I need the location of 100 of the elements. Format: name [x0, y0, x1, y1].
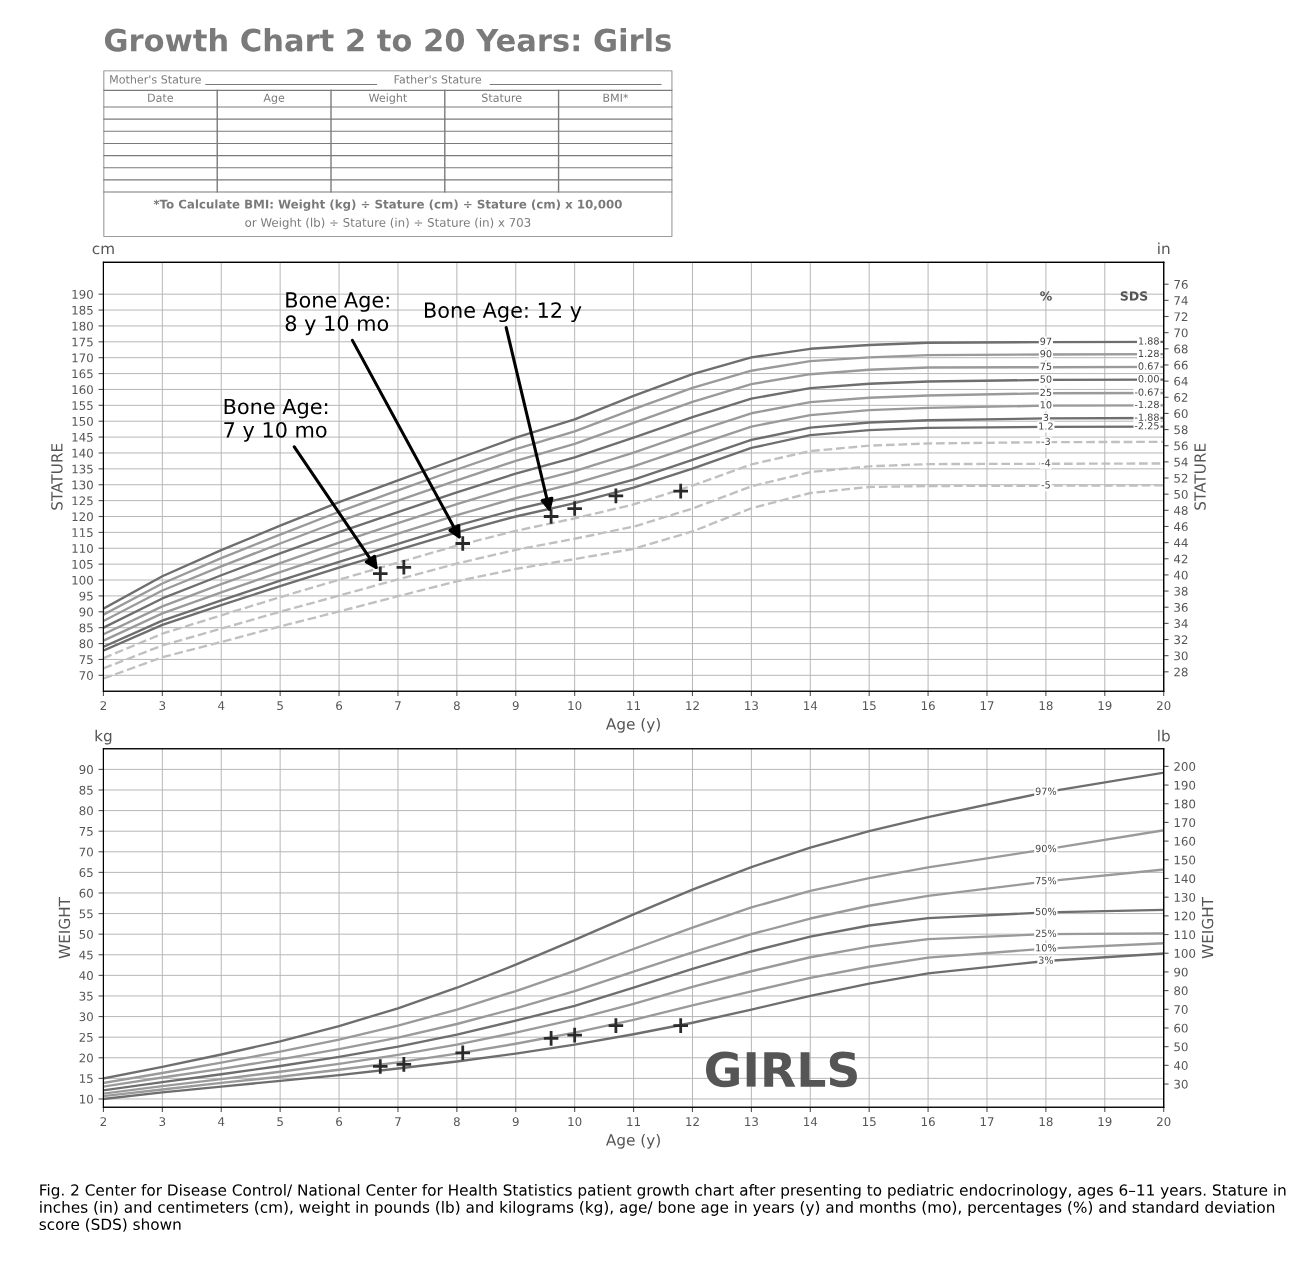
- annotation: %: [1040, 291, 1052, 301]
- annotation: Bone Age: 8 y 10 mo: [285, 292, 389, 336]
- y-tick-label: 60: [79, 888, 93, 898]
- y-tick-label: 55: [79, 909, 93, 919]
- point: [454, 534, 472, 553]
- point: [542, 507, 560, 526]
- x-tick-label: 3: [159, 1117, 166, 1127]
- y2-tick-label: 50: [1174, 489, 1188, 499]
- series-label: 75: [1040, 362, 1052, 371]
- x-tick-label: 16: [921, 701, 935, 711]
- y-tick-label: 85: [79, 785, 93, 795]
- y-tick-label: 125: [72, 496, 93, 506]
- point: [542, 1029, 560, 1048]
- x-tick-label: 14: [804, 701, 818, 710]
- y-tick-label: 65: [79, 868, 93, 878]
- y-tick-label: 80: [79, 639, 93, 649]
- x-tick-label: 14: [804, 1117, 818, 1126]
- series-label: 97: [1040, 337, 1052, 345]
- caption: Fig. 2 Center for Disease Control/ National Center for Health Statistics patient growth chart after presenting to pediatric endocrinology, ages 6–11 years. Stature in inches (in) and centimeters (cm), weight in pounds (lb) and kilograms (kg), age/ bone age in years (y) and months (mo), percentages (%) and standard deviation score (SDS) shown: [39, 1184, 1286, 1232]
- y-tick-label: 25: [79, 1032, 93, 1042]
- annotation: -2.25: [1134, 422, 1159, 430]
- y-tick-label: 70: [79, 847, 93, 857]
- y-tick-label: 40: [79, 971, 93, 981]
- annotation: SDS: [1120, 291, 1148, 301]
- series-label: 10: [1040, 401, 1052, 409]
- y-tick-label: 20: [79, 1053, 93, 1063]
- y-tick-label: 90: [79, 607, 93, 617]
- x-tick-label: 13: [745, 701, 758, 711]
- x-tick-label: 20: [1157, 1117, 1171, 1127]
- y-tick-label: 35: [79, 991, 93, 1001]
- y2-tick-label: 54: [1174, 457, 1188, 467]
- annotation: 0.00: [1138, 375, 1159, 383]
- x-tick-label: 4: [218, 1117, 225, 1126]
- x-tick-label: 15: [862, 701, 876, 711]
- x-tick-label: 8: [453, 701, 460, 711]
- x-tick-label: 10: [568, 1117, 582, 1127]
- y-tick-label: 160: [72, 385, 93, 395]
- y-axis-title: STATURE: [51, 443, 63, 510]
- x-tick-label: 2: [100, 701, 107, 710]
- text: kg: [95, 729, 112, 745]
- x-tick-label: 19: [1098, 701, 1112, 711]
- y2-tick-label: 160: [1174, 836, 1196, 846]
- x-tick-label: 13: [745, 1117, 758, 1127]
- series-label: -3: [1041, 437, 1050, 445]
- y2-tick-label: 48: [1174, 506, 1188, 515]
- y-tick-label: 180: [72, 321, 93, 331]
- x-axis-title: Age (y): [606, 1133, 660, 1149]
- y-tick-label: 70: [79, 671, 93, 680]
- y-tick-label: 140: [72, 448, 93, 458]
- point: [672, 482, 690, 500]
- text: Stature: [482, 93, 522, 102]
- x-axis-title: Age (y): [606, 717, 660, 733]
- y-tick-label: 155: [72, 401, 93, 410]
- point: [672, 1016, 690, 1035]
- y2-tick-label: 56: [1174, 441, 1188, 451]
- annotation: -1.88: [1134, 413, 1159, 421]
- y2-tick-label: 30: [1174, 651, 1188, 661]
- point: [395, 1055, 413, 1074]
- x-tick-label: 11: [627, 701, 640, 710]
- y2-tick-label: 190: [1174, 780, 1196, 790]
- annotation: 1.28: [1138, 349, 1159, 358]
- y-tick-label: 130: [72, 480, 93, 490]
- y-tick-label: 135: [72, 464, 93, 474]
- y-tick-label: 75: [79, 827, 93, 836]
- series-label: 90: [1040, 349, 1052, 358]
- y-tick-label: 80: [79, 806, 93, 816]
- y2-tick-label: 36: [1174, 602, 1188, 612]
- y-tick-label: 165: [72, 369, 93, 379]
- x-tick-label: 9: [512, 1117, 519, 1127]
- x-tick-label: 5: [277, 701, 283, 711]
- text: BMI*: [603, 93, 629, 102]
- annotation: GIRLS: [705, 1051, 857, 1088]
- y2-tick-label: 44: [1174, 538, 1188, 548]
- point: [371, 1057, 389, 1076]
- y-tick-label: 10: [79, 1094, 93, 1104]
- x-tick-label: 2: [100, 1117, 107, 1126]
- text: *To Calculate BMI: Weight (kg) ÷ Stature (cm) ÷ Stature (cm) x 10,000: [153, 199, 622, 211]
- y2-tick-label: 72: [1174, 312, 1188, 321]
- x-tick-label: 12: [686, 1117, 699, 1126]
- y-tick-label: 85: [79, 623, 93, 633]
- y2-tick-label: 80: [1174, 986, 1188, 996]
- x-tick-label: 18: [1039, 701, 1053, 711]
- y2-axis-title: STATURE: [1194, 443, 1206, 510]
- x-tick-label: 20: [1157, 701, 1171, 711]
- series-label: -4: [1041, 459, 1051, 467]
- annotation: Bone Age: 12 y: [425, 302, 582, 323]
- y2-tick-label: 66: [1174, 360, 1188, 370]
- x-tick-label: 3: [159, 701, 166, 711]
- y2-tick-label: 74: [1174, 296, 1188, 305]
- y2-tick-label: 46: [1174, 522, 1188, 532]
- text: Father's Stature: [394, 75, 482, 84]
- series-label: -5: [1041, 481, 1050, 489]
- series-label: 50: [1040, 375, 1052, 383]
- y-tick-label: 30: [79, 1012, 93, 1022]
- point: [395, 558, 413, 576]
- y2-tick-label: 60: [1174, 1023, 1188, 1033]
- x-tick-label: 7: [395, 701, 401, 710]
- x-tick-label: 12: [686, 701, 699, 710]
- y2-tick-label: 180: [1174, 799, 1196, 809]
- y-tick-label: 175: [72, 337, 93, 347]
